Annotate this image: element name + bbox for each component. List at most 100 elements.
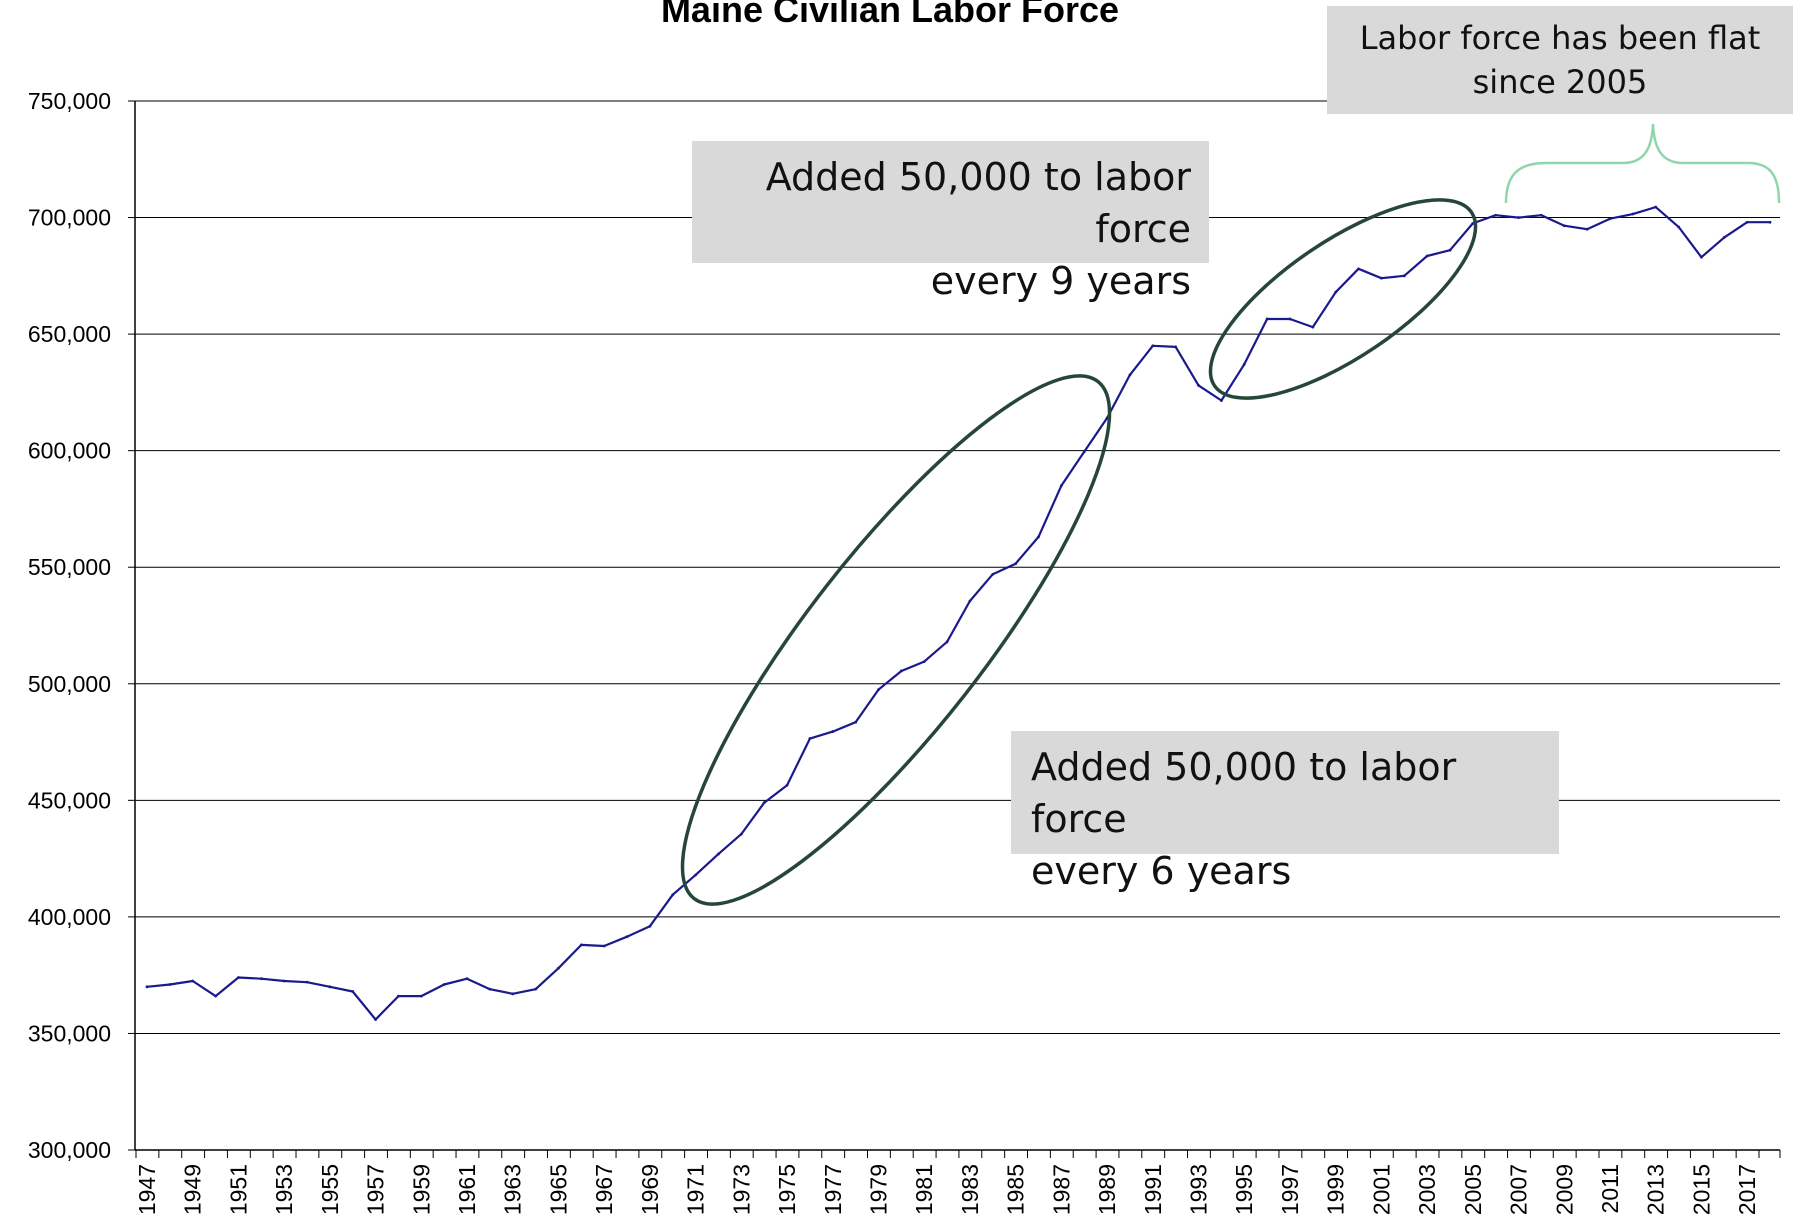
x-tick-label: 1991 [1140, 1164, 1166, 1215]
x-tick-label: 1985 [1003, 1164, 1029, 1215]
data-point [419, 994, 423, 998]
callout-flat-line2: since 2005 [1472, 63, 1648, 101]
data-point [282, 979, 286, 983]
x-axis: 1947 1949 1951 1953 1955 1957 1959 1961 1963 1965… [134, 1150, 1781, 1215]
gridlines [134, 100, 1780, 1151]
ellipse-1969-1991 [680, 374, 1112, 906]
data-point [1037, 535, 1040, 539]
data-point [1540, 213, 1543, 217]
chart-title: Maine Civilian Labor Force [661, 0, 1119, 30]
data-point [374, 1018, 377, 1021]
flat-period-brace [1504, 123, 1781, 204]
data-point [214, 994, 217, 998]
y-tick-label: 450,000 [28, 787, 111, 813]
data-point [922, 660, 926, 664]
x-tick-label: 1947 [134, 1164, 160, 1215]
data-point [237, 976, 240, 979]
x-tick-label: 1959 [408, 1164, 434, 1215]
x-tick-label: 1999 [1323, 1164, 1349, 1215]
x-tick-label: 1987 [1048, 1164, 1074, 1215]
x-tick-label: 1981 [911, 1164, 937, 1215]
data-point [351, 990, 355, 993]
y-tick-label: 600,000 [28, 438, 111, 464]
y-axis: 300,000 350,000 400,000 450,000 500,000 550,0… [28, 88, 135, 1163]
data-point [1219, 399, 1223, 402]
x-tick-label: 2017 [1734, 1164, 1760, 1215]
x-tick-label: 1963 [500, 1164, 526, 1215]
data-point [808, 737, 812, 740]
x-tick-label: 1969 [637, 1164, 663, 1215]
ellipse-1995-2005 [1208, 198, 1478, 400]
data-point [1471, 221, 1475, 225]
x-tick-label: 2005 [1460, 1164, 1486, 1215]
data-point [579, 943, 583, 947]
data-point [1357, 267, 1360, 271]
data-point [1288, 317, 1292, 321]
data-point [534, 987, 538, 991]
x-tick-label: 1949 [180, 1164, 206, 1215]
y-tick-label: 500,000 [28, 671, 111, 697]
x-tick-label: 1961 [454, 1164, 480, 1215]
data-point [1585, 227, 1589, 231]
data-point [557, 966, 560, 970]
callout-every-6-years: Added 50,000 to labor force every 6 year… [1011, 731, 1559, 893]
x-tick-label: 1997 [1277, 1164, 1303, 1215]
x-tick-label: 2001 [1368, 1164, 1394, 1215]
data-point [1059, 484, 1063, 488]
x-tick-label: 1993 [1186, 1164, 1212, 1215]
x-tick-label: 1951 [225, 1164, 251, 1215]
x-tick-label: 1973 [728, 1164, 754, 1215]
data-point [1082, 450, 1086, 454]
y-tick-label: 300,000 [28, 1137, 111, 1163]
x-tick-label: 1965 [545, 1164, 571, 1215]
callout-6-line2: every 6 years [1031, 849, 1292, 893]
x-tick-label: 1967 [591, 1164, 617, 1215]
data-point [259, 977, 263, 981]
x-tick-label: 2015 [1688, 1164, 1714, 1215]
data-point [1654, 205, 1658, 209]
data-point [1402, 274, 1406, 278]
data-point [488, 987, 492, 991]
data-point [1379, 276, 1383, 280]
series-line [146, 206, 1770, 1021]
data-point [945, 640, 949, 644]
data-point [1562, 224, 1566, 228]
data-point [785, 783, 789, 787]
data-point [739, 832, 743, 836]
x-tick-label: 1955 [317, 1164, 343, 1215]
callout-9-line2: every 9 years [930, 259, 1191, 303]
x-tick-label: 2009 [1551, 1164, 1577, 1215]
data-point [1608, 217, 1612, 221]
data-point [1197, 383, 1200, 387]
callout-flat-line1: Labor force has been flat [1359, 19, 1761, 57]
x-tick-label: 1975 [774, 1164, 800, 1215]
x-tick-label: 2003 [1414, 1164, 1440, 1215]
callout-flat-since-2005: Labor force has been flat since 2005 [1327, 6, 1793, 114]
y-tick-label: 750,000 [28, 88, 111, 114]
y-tick-label: 350,000 [28, 1020, 111, 1046]
x-tick-label: 2013 [1643, 1164, 1669, 1215]
data-point [328, 985, 332, 989]
data-point [877, 688, 880, 692]
callout-every-9-years: Added 50,000 to labor force every 9 year… [692, 141, 1209, 303]
data-point [1722, 235, 1726, 239]
x-tick-label: 1977 [820, 1164, 846, 1215]
data-point [717, 852, 720, 856]
x-tick-label: 1979 [865, 1164, 891, 1215]
data-point [305, 980, 309, 984]
x-tick-label: 2011 [1597, 1164, 1623, 1213]
data-point [442, 983, 446, 986]
data-point [1151, 344, 1155, 348]
data-point [1448, 248, 1452, 252]
data-point [602, 944, 606, 948]
annotation-shapes [680, 123, 1781, 906]
data-point [1265, 317, 1269, 321]
data-point [1494, 213, 1498, 217]
data-point [1425, 254, 1429, 258]
data-point [1745, 220, 1749, 224]
callout-9-line1: Added 50,000 to labor force [765, 155, 1191, 251]
data-point [1334, 290, 1338, 294]
x-tick-label: 1989 [1094, 1164, 1120, 1215]
data-point [1311, 325, 1315, 329]
data-point [1174, 345, 1178, 349]
